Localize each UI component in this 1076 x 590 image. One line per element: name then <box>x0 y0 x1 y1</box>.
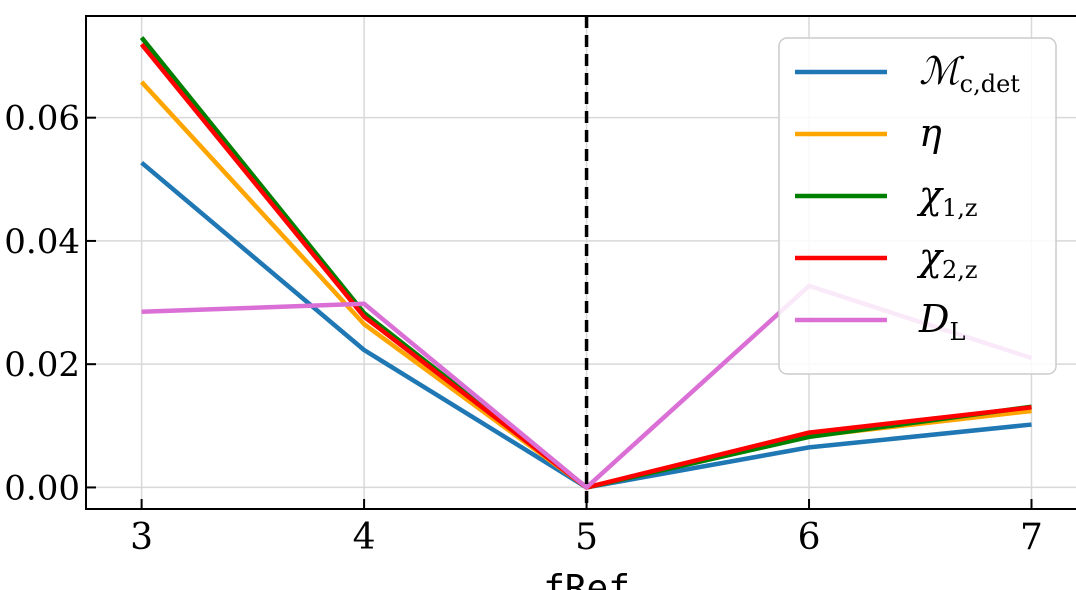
legend-label-subscript: L <box>949 318 965 346</box>
x-axis-label: fRef <box>543 568 630 590</box>
axis-ticks: 3 4 5 6 7 0.00 0.02 0.04 0.06 <box>4 99 1043 558</box>
y-tick-label: 0.04 <box>4 222 80 262</box>
legend-label-eta: η <box>919 111 942 155</box>
legend-label-d-l: DL <box>918 297 965 346</box>
legend-label-main: χ <box>916 235 944 279</box>
axes-frame <box>85 15 1076 510</box>
y-tick-label: 0.00 <box>4 468 80 508</box>
legend-label-m-c-det: ℳc,det <box>919 49 1020 98</box>
legend-label-chi-1-z: χ1,z <box>916 173 978 222</box>
legend-label-main: η <box>919 111 942 155</box>
legend-label-subscript: 2,z <box>942 256 978 284</box>
y-tick-label: 0.02 <box>4 345 80 385</box>
y-tick-label: 0.06 <box>4 99 80 139</box>
legend-label-main: χ <box>916 173 944 217</box>
legend-label-subscript: c,det <box>960 70 1021 98</box>
legend-label-chi-2-z: χ2,z <box>916 235 978 284</box>
legend-label-main: D <box>918 297 949 341</box>
x-tick-label: 5 <box>575 517 598 558</box>
legend-box <box>778 37 1057 375</box>
x-tick-label: 7 <box>1020 517 1043 558</box>
x-tick-label: 3 <box>130 517 153 558</box>
legend-label-subscript: 1,z <box>942 194 978 222</box>
x-tick-label: 6 <box>798 517 821 558</box>
x-tick-label: 4 <box>353 517 376 558</box>
legend-label-main: ℳ <box>919 49 965 93</box>
